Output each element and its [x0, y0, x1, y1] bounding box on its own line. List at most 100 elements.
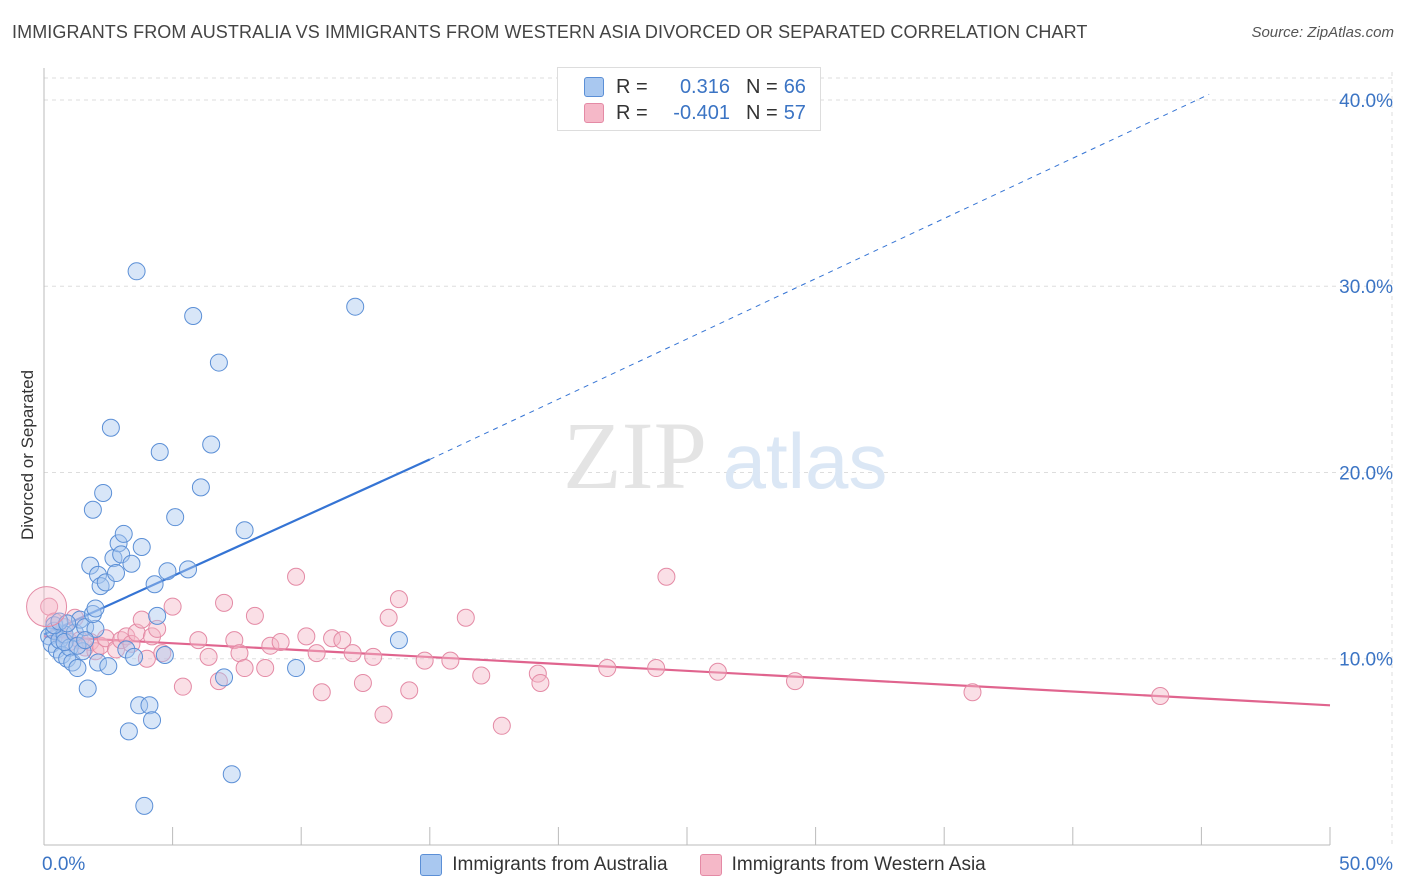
- point-western-asia: [297, 627, 316, 646]
- point-australia: [94, 483, 113, 502]
- point-western-asia: [132, 610, 151, 629]
- point-western-asia: [389, 590, 408, 609]
- point-australia: [86, 619, 105, 638]
- point-western-asia: [786, 672, 805, 691]
- legend-label-australia: Immigrants from Australia: [452, 854, 668, 875]
- point-australia: [125, 647, 144, 666]
- point-western-asia: [415, 651, 434, 670]
- point-western-asia: [163, 597, 182, 616]
- point-western-asia: [199, 647, 218, 666]
- point-australia: [101, 418, 120, 437]
- point-western-asia: [307, 644, 326, 663]
- trend-line-australia-projection: [429, 93, 1210, 460]
- point-australia: [150, 442, 169, 461]
- point-western-asia: [287, 567, 306, 586]
- point-western-asia: [657, 567, 676, 586]
- point-australia: [112, 545, 131, 564]
- point-australia: [107, 564, 126, 583]
- r-value: -0.401: [673, 101, 730, 124]
- point-western-asia: [153, 644, 172, 663]
- point-australia: [143, 711, 162, 730]
- grid-lines: [44, 72, 1393, 845]
- point-australia: [117, 640, 136, 659]
- series-legend: Immigrants from Australia Immigrants fro…: [0, 851, 1406, 879]
- point-western-asia: [353, 673, 372, 692]
- point-australia: [222, 765, 241, 784]
- point-australia: [76, 631, 95, 650]
- point-australia: [346, 297, 365, 316]
- r-label: R =: [616, 101, 648, 124]
- stats-row-australia: R = 0.316 N = 66: [558, 74, 806, 100]
- legend-swatch-western-asia: [699, 854, 722, 876]
- point-western-asia: [189, 631, 208, 650]
- point-australia: [135, 796, 154, 815]
- watermark-atlas: atlas: [723, 417, 888, 505]
- swatch-western-asia: [584, 103, 604, 123]
- point-australia: [148, 606, 167, 625]
- point-western-asia: [531, 673, 550, 692]
- point-australia: [99, 657, 118, 676]
- point-western-asia-large: [26, 586, 68, 628]
- point-western-asia: [333, 631, 352, 650]
- point-australia: [215, 668, 234, 687]
- tick-labels: 10.0% 20.0% 30.0% 40.0% 0.0% 50.0%: [42, 91, 1393, 875]
- point-australia: [73, 642, 92, 661]
- x-tick-label: 0.0%: [42, 854, 85, 875]
- point-western-asia: [96, 629, 115, 648]
- point-western-asia: [271, 632, 290, 651]
- point-australia: [89, 565, 108, 584]
- point-western-asia: [379, 608, 398, 627]
- point-australia: [63, 653, 82, 672]
- point-australia: [209, 353, 228, 372]
- point-australia: [127, 262, 146, 281]
- point-western-asia: [245, 606, 264, 625]
- point-australia: [191, 478, 210, 497]
- point-australia: [109, 534, 128, 553]
- y-axis-label: Divorced or Separated: [18, 369, 37, 541]
- swatch-australia: [584, 77, 604, 97]
- point-western-asia: [261, 636, 280, 655]
- point-western-asia: [963, 683, 982, 702]
- point-australia: [158, 562, 177, 581]
- point-australia: [235, 521, 254, 540]
- point-western-asia: [598, 659, 617, 678]
- point-western-asia: [400, 681, 419, 700]
- point-australia: [145, 575, 164, 594]
- point-australia: [184, 307, 203, 326]
- watermark-zip: ZIP: [563, 402, 707, 509]
- point-western-asia: [215, 593, 234, 612]
- point-australia: [389, 631, 408, 650]
- point-western-asia: [148, 619, 167, 638]
- point-australia: [114, 524, 133, 543]
- y-tick-label: 30.0%: [1339, 277, 1393, 298]
- point-australia: [58, 614, 77, 633]
- point-western-asia: [343, 644, 362, 663]
- point-australia: [78, 679, 97, 698]
- point-australia: [202, 435, 221, 454]
- point-australia: [140, 696, 159, 715]
- point-australia: [83, 500, 102, 519]
- axes: [43, 68, 1331, 846]
- point-western-asia: [235, 659, 254, 678]
- legend-swatch-australia: [420, 854, 443, 876]
- x-tick-label: 50.0%: [1339, 854, 1393, 875]
- chart-title: IMMIGRANTS FROM AUSTRALIA VS IMMIGRANTS …: [12, 22, 1088, 42]
- trend-line-australia: [43, 458, 431, 636]
- point-western-asia: [472, 666, 491, 685]
- trend-lines: [43, 93, 1331, 707]
- y-tick-label: 20.0%: [1339, 463, 1393, 484]
- source-credit: Source: ZipAtlas.com: [1251, 24, 1394, 41]
- y-tick-label: 10.0%: [1339, 650, 1393, 671]
- point-australia: [179, 560, 198, 579]
- point-western-asia: [1151, 686, 1170, 705]
- point-australia: [86, 599, 105, 618]
- legend-item-western-asia: Immigrants from Western Asia: [699, 854, 986, 876]
- n-value: 66: [783, 75, 806, 98]
- point-australia: [166, 508, 185, 527]
- point-australia: [122, 554, 141, 573]
- trend-line-western-asia: [43, 635, 1331, 707]
- point-western-asia: [647, 659, 666, 678]
- point-western-asia: [173, 677, 192, 696]
- point-western-asia: [364, 647, 383, 666]
